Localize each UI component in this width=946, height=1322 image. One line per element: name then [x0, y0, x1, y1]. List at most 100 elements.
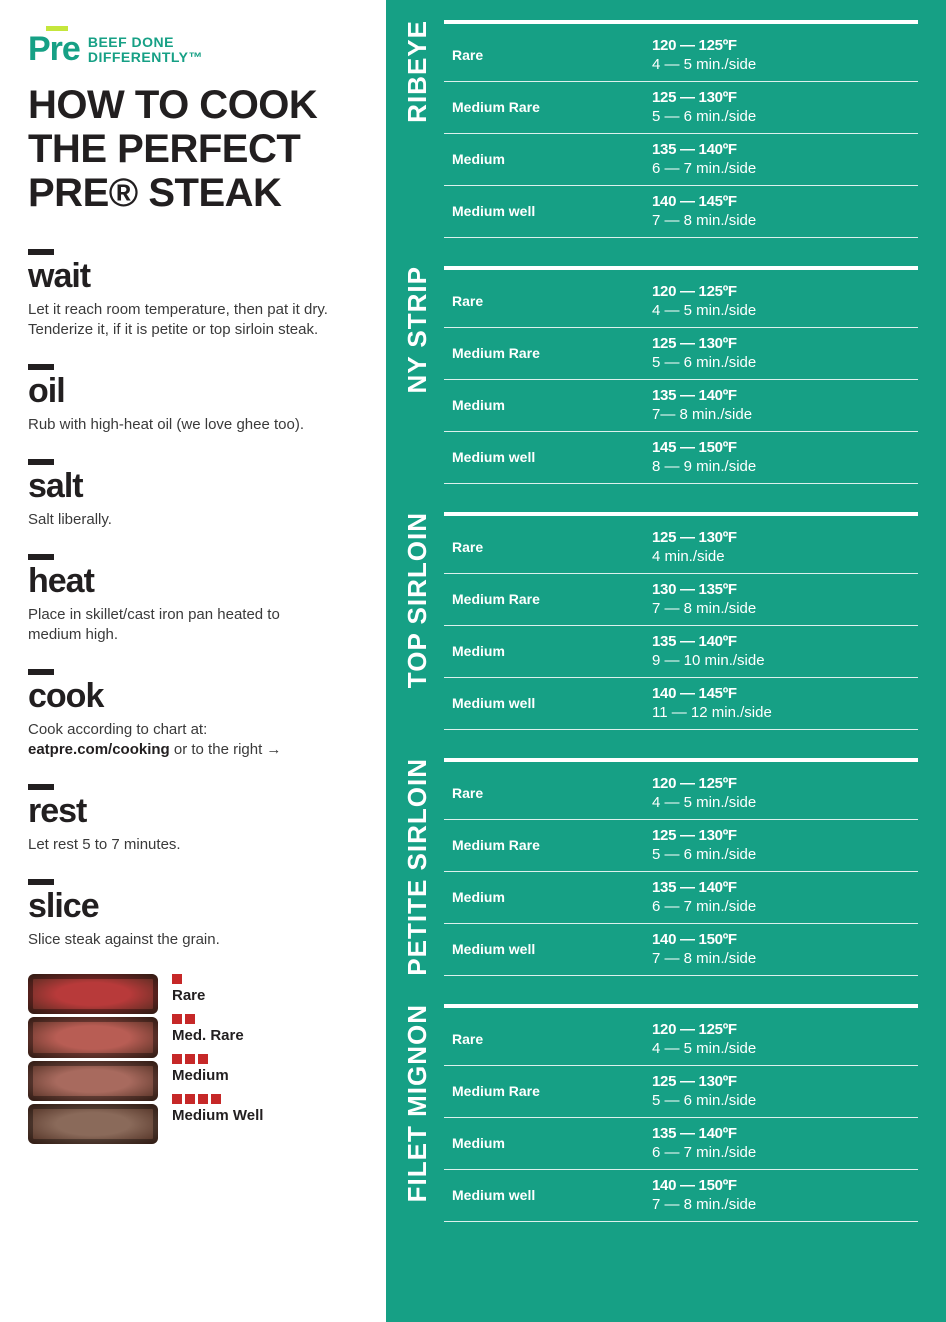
step-dash [28, 554, 54, 560]
doneness-label: Rare [452, 775, 652, 811]
row-values: 140 — 145ºF11 — 12 min./side [652, 685, 918, 721]
legend-item: Med. Rare [172, 1014, 263, 1044]
logo-text: Pre [28, 30, 80, 68]
legend-square-icon [211, 1094, 221, 1104]
row-values: 125 — 130ºF5 — 6 min./side [652, 827, 918, 863]
cut-block: NY STRIPRare120 — 125ºF4 — 5 min./sideMe… [396, 266, 918, 484]
step-slice: sliceSlice steak against the grain. [28, 879, 358, 950]
table-row: Medium Rare125 — 130ºF5 — 6 min./side [444, 328, 918, 380]
left-column: Pre BEEF DONE DIFFERENTLY™ HOW TO COOK T… [0, 0, 386, 1322]
doneness-label: Medium well [452, 685, 652, 721]
cut-block: RIBEYERare120 — 125ºF4 — 5 min./sideMedi… [396, 20, 918, 238]
temperature: 125 — 130ºF [652, 827, 918, 844]
doneness-label: Rare [452, 283, 652, 319]
doneness-label: Medium [452, 1125, 652, 1161]
temperature: 140 — 150ºF [652, 1177, 918, 1194]
step-body: Rub with high-heat oil (we love ghee too… [28, 415, 328, 435]
row-values: 145 — 150ºF8 — 9 min./side [652, 439, 918, 475]
doneness-label: Medium well [452, 1177, 652, 1213]
cut-table: Rare125 — 130ºF4 min./sideMedium Rare130… [444, 512, 918, 730]
table-row: Medium135 — 140ºF9 — 10 min./side [444, 626, 918, 678]
table-row: Medium135 — 140ºF6 — 7 min./side [444, 134, 918, 186]
temperature: 135 — 140ºF [652, 633, 918, 650]
table-row: Medium Rare125 — 130ºF 5 — 6 min./side [444, 82, 918, 134]
table-topline [444, 20, 918, 24]
cook-time: 5 — 6 min./side [652, 1092, 918, 1109]
row-values: 140 — 150ºF7 — 8 min./side [652, 931, 918, 967]
cut-name: RIBEYE [402, 20, 433, 123]
step-rest: restLet rest 5 to 7 minutes. [28, 784, 358, 855]
row-values: 125 — 130ºF 5 — 6 min./side [652, 89, 918, 125]
legend-square-icon [172, 1094, 182, 1104]
cook-time: 6 — 7 min./side [652, 898, 918, 915]
step-title: oil [28, 372, 358, 411]
table-row: Rare125 — 130ºF4 min./side [444, 522, 918, 574]
row-values: 125 — 130ºF5 — 6 min./side [652, 1073, 918, 1109]
step-heat: heatPlace in skillet/cast iron pan heate… [28, 554, 358, 645]
step-title: heat [28, 562, 358, 601]
row-values: 135 — 140ºF6 — 7 min./side [652, 1125, 918, 1161]
cut-block: PETITE SIRLOIN Rare120 — 125ºF 4 — 5 min./… [396, 758, 918, 976]
step-body: Let rest 5 to 7 minutes. [28, 835, 328, 855]
legend-square-icon [185, 1014, 195, 1024]
legend-squares [172, 1094, 263, 1104]
cook-time: 11 — 12 min./side [652, 704, 918, 721]
steak-slice [28, 1104, 158, 1144]
doneness-label: Rare [452, 529, 652, 565]
temperature: 135 — 140ºF [652, 879, 918, 896]
table-topline [444, 758, 918, 762]
cook-time: 4 — 5 min./side [652, 56, 918, 73]
doneness-label: Medium well [452, 931, 652, 967]
step-dash [28, 784, 54, 790]
step-dash [28, 879, 54, 885]
table-row: Medium well140 — 150ºF7 — 8 min./side [444, 1170, 918, 1222]
cook-time: 4 — 5 min./side [652, 794, 918, 811]
legend-list: RareMed. RareMediumMedium Well [172, 974, 263, 1144]
tagline-line2: DIFFERENTLY™ [88, 49, 203, 65]
doneness-label: Medium Rare [452, 89, 652, 125]
brand-logo: Pre [28, 30, 80, 69]
legend-square-icon [185, 1094, 195, 1104]
cook-time: 4 — 5 min./side [652, 1040, 918, 1057]
steak-slice [28, 1017, 158, 1057]
step-dash [28, 459, 54, 465]
cook-time: 5 — 6 min./side [652, 108, 918, 125]
temperature: 140 — 150ºF [652, 931, 918, 948]
steak-stack-illustration [28, 974, 158, 1144]
step-oil: oil Rub with high-heat oil (we love ghee … [28, 364, 358, 435]
temperature: 120 — 125ºF [652, 775, 918, 792]
step-dash [28, 364, 54, 370]
step-body: Cook according to chart at: eatpre.com/c… [28, 720, 328, 760]
table-row: Medium135 — 140ºF6 — 7 min./side [444, 872, 918, 924]
legend-item: Medium [172, 1054, 263, 1084]
row-values: 140 — 150ºF7 — 8 min./side [652, 1177, 918, 1213]
table-row: Medium135 — 140ºF6 — 7 min./side [444, 1118, 918, 1170]
doneness-label: Medium Rare [452, 581, 652, 617]
steps-list: waitLet it reach room temperature, then … [28, 249, 358, 950]
cook-time: 4 min./side [652, 548, 918, 565]
legend-label: Medium Well [172, 1107, 263, 1124]
step-body: Let it reach room temperature, then pat … [28, 300, 328, 340]
legend-squares [172, 974, 263, 984]
cook-time: 4 — 5 min./side [652, 302, 918, 319]
table-row: Medium well140 — 145ºF11 — 12 min./side [444, 678, 918, 730]
row-values: 120 — 125ºF 4 — 5 min./side [652, 37, 918, 73]
doneness-label: Medium well [452, 439, 652, 475]
page-title: HOW TO COOK THE PERFECT PRE® STEAK [28, 83, 358, 215]
cut-label: PETITE SIRLOIN [396, 758, 438, 976]
cut-name: FILET MIGNON [402, 1004, 433, 1202]
cook-time: 7 — 8 min./side [652, 212, 918, 229]
step-cook: cookCook according to chart at: eatpre.c… [28, 669, 358, 760]
cut-table: Rare120 — 125ºF4 — 5 min./sideMedium Rar… [444, 758, 918, 976]
cut-label: FILET MIGNON [396, 1004, 438, 1222]
temperature: 135 — 140ºF [652, 1125, 918, 1142]
table-row: Rare120 — 125ºF4 — 5 min./side [444, 276, 918, 328]
steak-slice [28, 1061, 158, 1101]
row-values: 135 — 140ºF7— 8 min./side [652, 387, 918, 423]
row-values: 120 — 125ºF4 — 5 min./side [652, 283, 918, 319]
table-row: Medium Rare125 — 130ºF5 — 6 min./side [444, 1066, 918, 1118]
temperature: 120 — 125ºF [652, 37, 918, 54]
temperature: 125 — 130ºF [652, 89, 918, 106]
legend-square-icon [172, 974, 182, 984]
step-wait: waitLet it reach room temperature, then … [28, 249, 358, 340]
